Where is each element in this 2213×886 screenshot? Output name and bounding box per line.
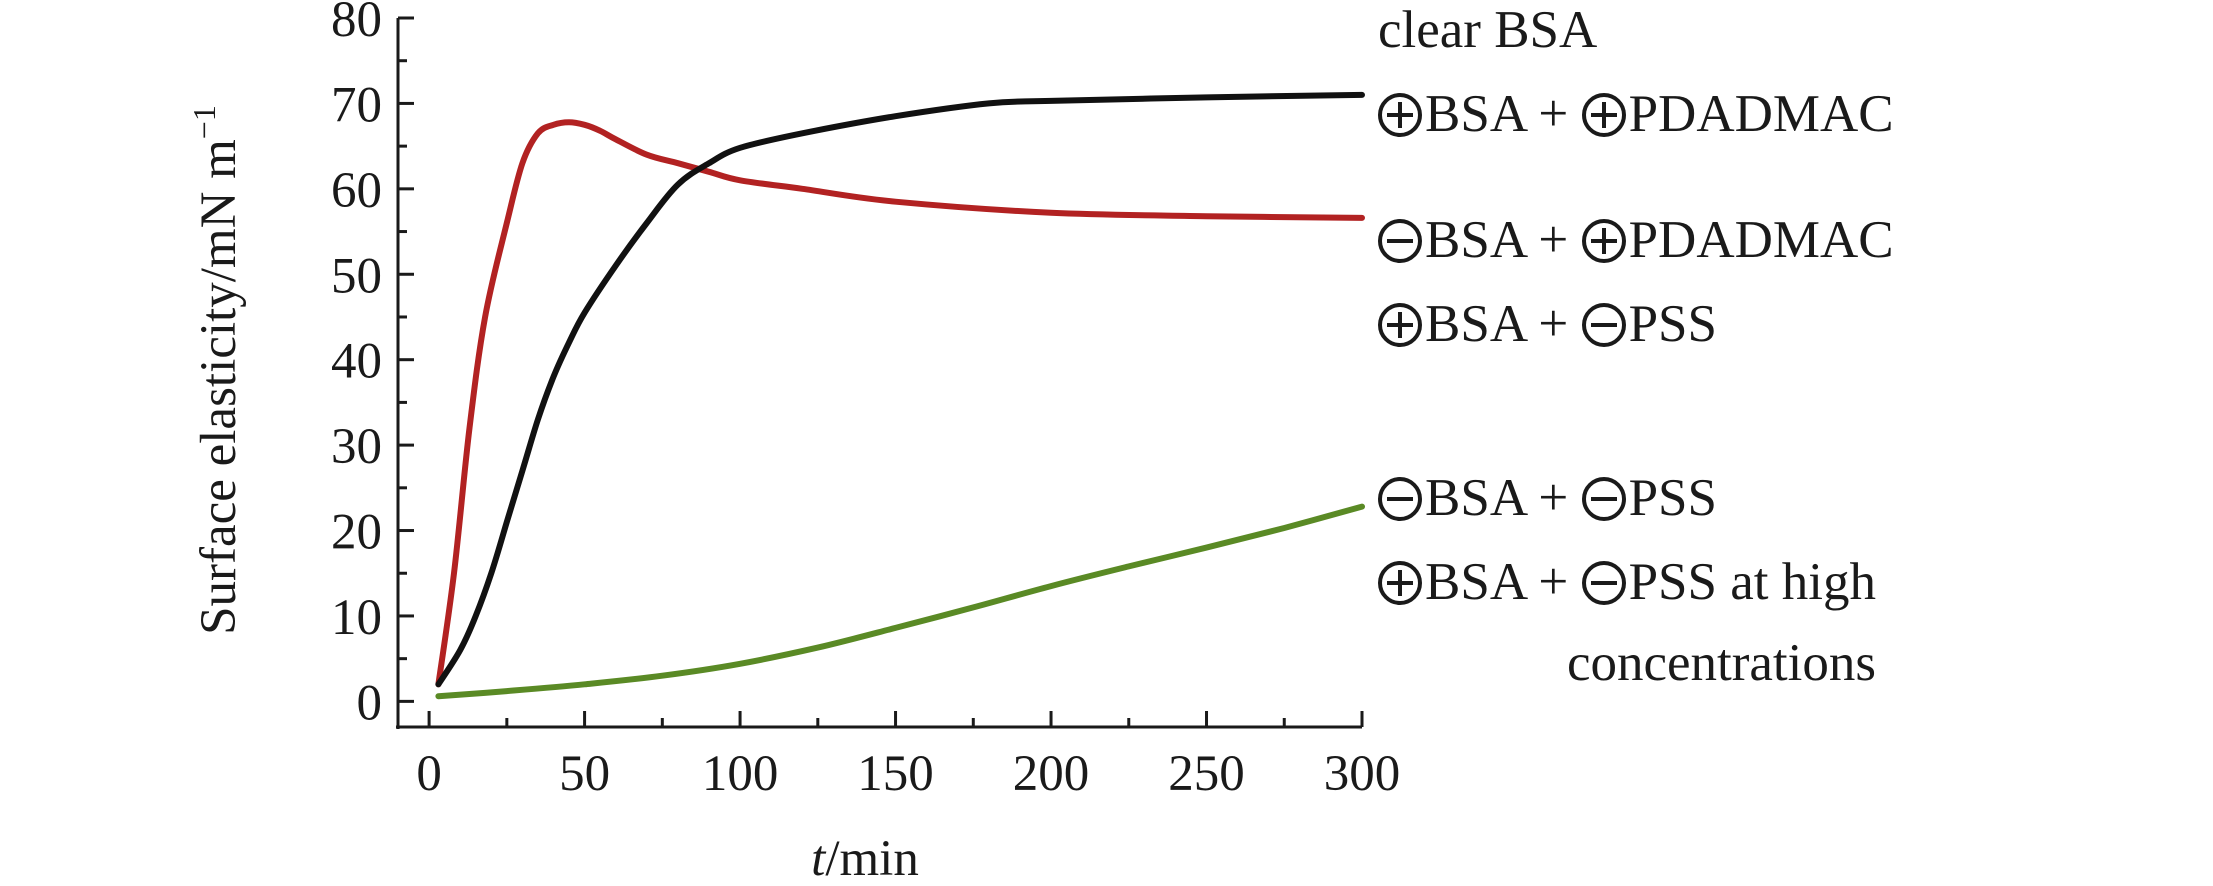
series-line-3 xyxy=(435,503,1365,700)
circled-minus-icon xyxy=(1581,477,1626,521)
legend-line: BSA + PSS at high xyxy=(1378,556,1876,609)
circled-minus-icon xyxy=(1581,561,1626,605)
x-axis-label-unit: /min xyxy=(825,831,919,886)
legend-entry-6: BSA + PSS at high concentrations xyxy=(1378,556,1876,690)
legend-line: clear BSA xyxy=(1378,4,1597,57)
x-tick-label: 0 xyxy=(416,746,442,802)
y-tick-label: 80 xyxy=(331,0,382,48)
legend-entry-2: BSA + PDADMAC xyxy=(1378,88,1894,141)
series-group xyxy=(435,91,1365,700)
legend-text: concentrations xyxy=(1566,634,1876,692)
circled-minus-icon xyxy=(1378,477,1422,521)
circled-plus-icon xyxy=(1581,219,1626,263)
legend-line: BSA + PDADMAC xyxy=(1378,214,1894,267)
x-axis-label: t/min xyxy=(811,831,919,886)
y-tick-label: 50 xyxy=(331,248,382,304)
y-axis-label-text: Surface elasticity/mN m xyxy=(191,139,247,635)
circled-minus-icon xyxy=(1581,303,1626,347)
legend-text: PSS xyxy=(1628,295,1718,353)
legend-line: concentrations xyxy=(1378,637,1876,690)
y-tick-label: 40 xyxy=(331,334,382,390)
legend-text: BSA + xyxy=(1425,469,1582,527)
series-line-2 xyxy=(435,91,1365,688)
legend-entry-3: BSA + PDADMAC xyxy=(1378,214,1894,267)
circled-plus-icon xyxy=(1378,93,1422,137)
x-tick-label: 150 xyxy=(857,746,934,802)
y-tick-label: 10 xyxy=(331,590,382,646)
y-axis-label-superscript: −1 xyxy=(186,105,222,139)
y-tick-label: 20 xyxy=(331,505,382,561)
tick-labels: 0 10 20 30 40 50 60 70 80 0 50 100 150 200 250 300 xyxy=(331,0,1400,802)
legend-entry-5: BSA + PSS xyxy=(1378,472,1717,525)
legend-text: PDADMAC xyxy=(1628,211,1894,269)
circled-plus-icon xyxy=(1581,93,1626,137)
legend-line: BSA + PDADMAC xyxy=(1378,88,1894,141)
y-tick-label: 60 xyxy=(331,163,382,219)
circled-plus-icon xyxy=(1378,303,1422,347)
ticks xyxy=(398,16,1364,727)
legend-text: BSA + xyxy=(1425,211,1582,269)
legend-text: PDADMAC xyxy=(1628,85,1894,143)
x-tick-label: 250 xyxy=(1168,746,1245,802)
legend-line: BSA + PSS xyxy=(1378,298,1717,351)
x-tick-label: 300 xyxy=(1324,746,1401,802)
y-axis-label: Surface elasticity/mN m−1 xyxy=(186,105,247,635)
legend-text: BSA + xyxy=(1425,295,1582,353)
y-tick-label: 30 xyxy=(331,419,382,475)
legend-text: BSA + xyxy=(1425,85,1582,143)
y-tick-label: 70 xyxy=(331,77,382,133)
legend-text: clear BSA xyxy=(1378,1,1598,59)
y-tick-label: 0 xyxy=(357,675,383,731)
x-tick-label: 200 xyxy=(1013,746,1090,802)
x-axis-label-italic: t xyxy=(811,831,827,886)
circled-plus-icon xyxy=(1378,561,1422,605)
axes xyxy=(396,18,1362,729)
x-tick-label: 50 xyxy=(559,746,610,802)
legend-text: PSS xyxy=(1628,469,1718,527)
legend-line: BSA + PSS xyxy=(1378,472,1717,525)
legend-text: PSS at high xyxy=(1628,553,1876,611)
series-line-1 xyxy=(435,119,1365,688)
legend-entry-4: BSA + PSS xyxy=(1378,298,1717,351)
circled-minus-icon xyxy=(1378,219,1422,263)
x-tick-label: 100 xyxy=(702,746,779,802)
legend-text: BSA + xyxy=(1425,553,1582,611)
legend-entry-1: clear BSA xyxy=(1378,4,1597,57)
